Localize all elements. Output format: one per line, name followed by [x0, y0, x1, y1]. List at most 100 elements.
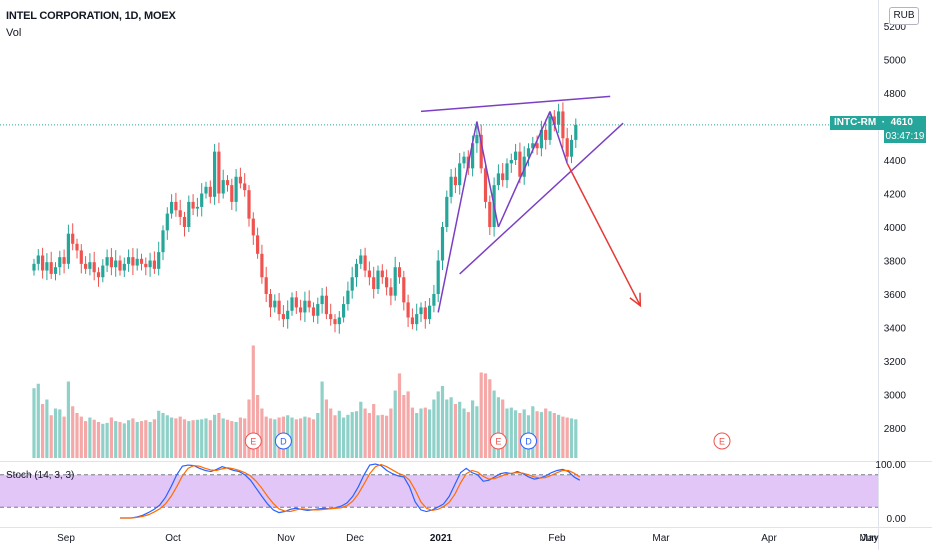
volume-bar — [273, 419, 277, 458]
volume-bar — [139, 421, 144, 458]
volume-bar — [45, 399, 49, 458]
volume-bar — [458, 401, 462, 458]
candle-body — [122, 263, 126, 271]
candle-body — [71, 233, 75, 244]
volume-bar — [62, 416, 66, 458]
volume-bar — [92, 419, 96, 458]
candle-body — [101, 265, 105, 278]
volume-bar — [548, 411, 552, 458]
candle-body — [268, 294, 273, 308]
volume-bar — [380, 414, 384, 458]
price-tick-label: 5000 — [884, 56, 907, 67]
candle-body — [479, 134, 483, 169]
candle-body — [380, 270, 384, 278]
candle-body — [350, 277, 354, 291]
currency-badge[interactable]: RUB — [889, 7, 919, 25]
candle-body — [294, 297, 298, 308]
candle-body — [273, 300, 277, 308]
price-tick-label: 3600 — [884, 290, 907, 301]
candle-body — [144, 263, 148, 268]
volume-bar — [552, 413, 556, 458]
candle-body — [569, 139, 574, 157]
volume-bar — [243, 418, 247, 458]
volume-bar — [294, 419, 298, 458]
volume-bar — [406, 391, 410, 458]
volume-bar — [114, 421, 118, 458]
candle-body — [88, 262, 92, 269]
candle-body — [548, 116, 552, 140]
volume-bar — [389, 408, 393, 458]
volume-bar — [208, 420, 212, 458]
candle-body — [440, 227, 445, 261]
price-tick-label: 5200 — [884, 22, 907, 33]
volume-bar — [462, 408, 466, 458]
price-tick-label: 4400 — [884, 156, 907, 167]
candle-body — [552, 116, 556, 125]
event-marker-letter: E — [495, 437, 501, 447]
volume-bar — [178, 416, 182, 458]
event-marker-letter: D — [525, 437, 532, 447]
volume-bar — [565, 417, 569, 458]
volume-bar — [539, 412, 543, 458]
zigzag-pattern-line — [497, 111, 551, 228]
candle-body — [264, 277, 268, 294]
volume-bar — [569, 418, 574, 458]
volume-bar — [135, 422, 139, 458]
volume-bar — [131, 418, 135, 458]
candle-body — [174, 201, 178, 211]
candle-body — [256, 235, 260, 254]
volume-bar — [337, 410, 341, 458]
price-tick-label: 3800 — [884, 257, 907, 268]
candle-body — [526, 148, 531, 157]
volume-bar — [36, 383, 40, 458]
earnings-marker: E — [244, 432, 262, 450]
candle-body — [462, 156, 466, 164]
candle-body — [385, 277, 389, 288]
volume-bar — [311, 419, 316, 458]
volume-bar — [350, 412, 354, 458]
volume-bar — [509, 407, 513, 458]
candle-body — [92, 262, 96, 273]
volume-bar — [492, 390, 496, 458]
volume-bar — [75, 413, 79, 458]
time-tick-label: May — [860, 533, 879, 544]
candle-body — [53, 267, 58, 274]
candle-body — [178, 210, 182, 217]
time-tick-label: Apr — [761, 533, 777, 544]
candle-body — [376, 270, 380, 289]
candle-body — [307, 300, 311, 308]
candle-body — [260, 253, 264, 278]
volume-bar — [385, 415, 389, 458]
bar-countdown-tag: 03:47:19 — [884, 130, 926, 143]
volume-bar — [397, 373, 402, 458]
candle-body — [217, 151, 221, 194]
price-tick-label: 2800 — [884, 424, 907, 435]
candle-body — [208, 186, 212, 197]
candle-body — [501, 173, 505, 181]
candle-body — [531, 143, 535, 149]
volume-bar — [483, 373, 488, 458]
candle-body — [45, 262, 49, 271]
volume-legend-label: Vol — [6, 27, 22, 39]
candle-body — [561, 111, 565, 139]
candle-body — [79, 250, 83, 264]
candle-body — [359, 255, 363, 264]
candle-body — [337, 317, 341, 325]
volume-bar — [84, 421, 88, 458]
time-tick-label: Jun — [861, 533, 877, 544]
volume-bar — [230, 421, 234, 458]
volume-bar — [535, 411, 539, 458]
time-tick-label: Feb — [548, 533, 566, 544]
volume-bar — [165, 415, 169, 458]
candle-body — [488, 201, 492, 227]
candle-body — [225, 180, 230, 186]
candle-body — [165, 213, 169, 231]
last-price-tag: INTC-RM · 4610 — [830, 116, 926, 130]
volume-bar — [225, 419, 230, 458]
volume-bar — [496, 397, 500, 458]
volume-bar — [471, 400, 475, 458]
time-tick-label: Dec — [346, 533, 364, 544]
candle-body — [320, 295, 324, 305]
volume-bar — [393, 390, 397, 458]
